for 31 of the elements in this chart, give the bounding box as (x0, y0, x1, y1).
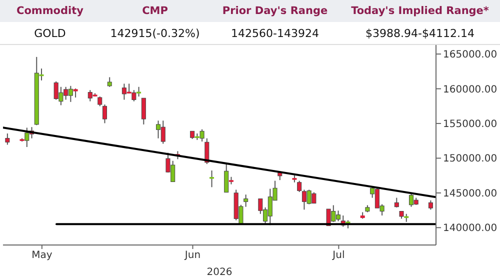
text: Commodity (16, 5, 84, 17)
x-axis-title: 2026 (206, 267, 232, 278)
candlestick (297, 180, 302, 193)
text: GOLD (33, 26, 67, 40)
candlestick (102, 104, 107, 124)
y-tick-label: 160000.00 (443, 84, 498, 96)
text: $3988.94-$4112.14 (364, 26, 476, 40)
candlestick (141, 98, 146, 125)
text: Prior Day's Range (221, 5, 329, 17)
text: CMP (141, 5, 169, 17)
candlestick (73, 88, 78, 98)
y-tick-label: 155000.00 (443, 119, 498, 130)
x-tick-label: Jul (332, 250, 345, 262)
y-tick-label: 140000.00 (443, 223, 498, 234)
candlestick (394, 197, 399, 208)
y-tick-label: 165000.00 (443, 50, 498, 61)
candlestick (136, 86, 142, 98)
y-tick-label: 145000.00 (443, 188, 498, 200)
candlestick (244, 194, 248, 208)
text: Today's Implied Range* (350, 5, 490, 17)
text: 142915(-0.32%) (109, 26, 201, 40)
x-tick-label: May (32, 250, 52, 262)
text: 142560-143924 (230, 26, 320, 40)
candlestick (210, 170, 214, 188)
candlestick (224, 164, 229, 193)
x-tick-label: Jun (184, 250, 201, 262)
candlestick (107, 76, 112, 88)
candlestick (5, 132, 10, 146)
y-tick-label: 150000.00 (443, 154, 498, 165)
candlestick (98, 96, 102, 107)
candlestick (428, 200, 433, 210)
